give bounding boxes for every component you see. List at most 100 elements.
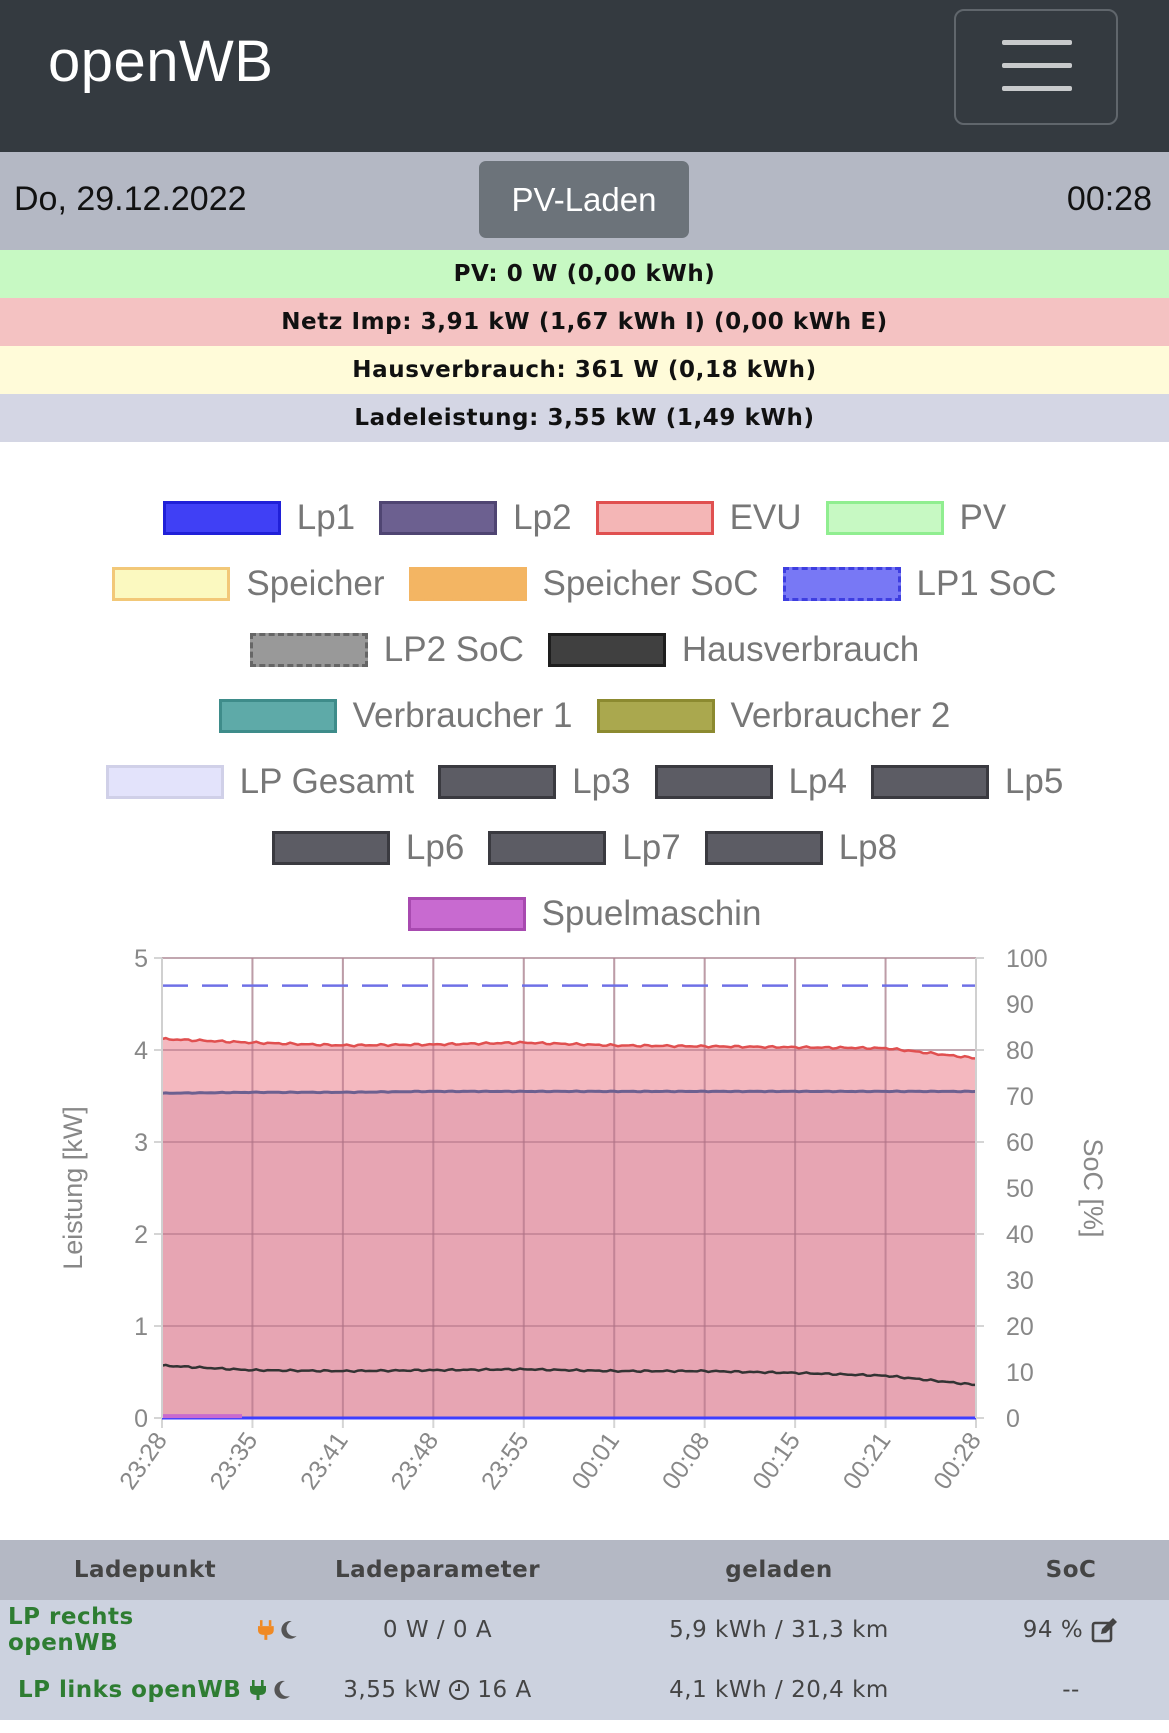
y2-tick-label: 80 [1006,1037,1034,1065]
legend-label: Spuelmaschin [541,894,762,933]
lp1-area [162,1091,976,1418]
legend-label: Lp4 [788,762,847,801]
legend-item-lp6[interactable]: Lp6 [271,828,465,868]
y-tick-label: 2 [134,1221,148,1249]
charged-energy: 5,9 kWh / 31,3 km [669,1617,889,1643]
legend-label: Lp8 [838,828,898,867]
legend-item-lp2[interactable]: Lp2 [379,498,572,538]
legend-label: EVU [729,498,802,537]
moon-icon [274,1680,291,1699]
legend-swatch [218,699,337,733]
moon-icon [281,1621,297,1639]
y2-tick-label: 40 [1006,1221,1034,1249]
grid-info-row: Netz Imp: 3,91 kW (1,67 kWh I) (0,00 kWh… [0,298,1169,346]
y2-tick-label: 60 [1006,1129,1034,1157]
legend-swatch [408,567,527,601]
menu-toggle-button[interactable] [954,9,1118,125]
legend-item-hausverbrauch[interactable]: Hausverbrauch [547,630,920,670]
y-axis-label: Leistung [kW] [58,1106,88,1270]
legend-item-lp4[interactable]: Lp4 [654,762,847,802]
plug-icon [257,1620,274,1640]
legend-item-lp1-soc[interactable]: LP1 SoC [782,564,1057,604]
legend-swatch [595,501,714,535]
legend-swatch [782,567,901,601]
x-tick-label: 00:15 [747,1427,806,1494]
legend-item-lp8[interactable]: Lp8 [704,828,898,868]
legend-swatch [704,831,823,865]
legend-swatch [825,501,944,535]
app-brand[interactable]: openWB [48,29,274,94]
column-header-ladepunkt: Ladepunkt [73,1557,217,1583]
legend-swatch [162,501,281,535]
legend-label: Speicher SoC [542,564,759,603]
legend-item-speicher-soc[interactable]: Speicher SoC [408,564,759,604]
legend-item-lp1[interactable]: Lp1 [162,498,356,538]
legend-swatch [654,765,773,799]
navbar: openWB [0,0,1169,152]
chart-areas [161,957,977,1419]
charge-mode-button[interactable]: PV-Laden [479,161,689,238]
y2-tick-label: 100 [1006,945,1048,973]
legend-swatch [488,831,607,865]
charge-power: 3,55 kW [343,1677,442,1703]
legend-swatch [271,831,390,865]
y2-tick-label: 70 [1006,1083,1034,1111]
x-tick-label: 00:21 [838,1427,897,1494]
series-line-hausverbrauch [161,1363,976,1387]
legend-label: Lp5 [1004,762,1064,801]
legend-label: Hausverbrauch [681,630,920,669]
x-tick-label: 00:01 [566,1427,625,1494]
current-date: Do, 29.12.2022 [14,180,247,218]
legend-item-lp-gesamt[interactable]: LP Gesamt [105,762,414,802]
legend-item-verbraucher2[interactable]: Verbraucher 2 [596,696,951,736]
plug-icon [250,1680,267,1700]
legend-swatch [112,567,231,601]
legend-item-spuelmaschine[interactable]: Spuelmaschin [407,894,762,934]
x-tick-label: 00:28 [928,1427,987,1494]
legend-swatch [438,765,557,799]
y2-tick-label: 90 [1006,991,1034,1019]
legend-swatch [596,699,715,733]
legend-label: Lp7 [622,828,681,867]
current-time: 00:28 [1066,180,1152,218]
x-tick-label: 00:08 [657,1427,716,1494]
legend-item-lp5[interactable]: Lp5 [870,762,1064,802]
charging-power-row: Ladeleistung: 3,55 kW (1,49 kWh) [0,394,1169,442]
legend-item-lp3[interactable]: Lp3 [438,762,631,802]
charged-energy: 4,1 kWh / 20,4 km [669,1677,889,1703]
charge-point-name[interactable]: LP links openWB [18,1660,298,1720]
legend-label: Lp3 [572,762,631,801]
y-tick-label: 4 [134,1037,148,1065]
x-tick-label: 23:55 [476,1427,535,1494]
y-tick-label: 0 [134,1405,148,1433]
legend-label: Lp2 [513,498,572,537]
column-header-soc: SoC [1045,1557,1097,1583]
soc-value[interactable]: 94 % [973,1600,1169,1660]
legend-item-lp7[interactable]: Lp7 [488,828,681,868]
legend-item-evu[interactable]: EVU [595,498,802,538]
house-consumption-row: Hausverbrauch: 361 W (0,18 kWh) [0,346,1169,394]
soc-value: -- [1062,1677,1080,1703]
charge-point-name[interactable]: LP rechts openWB [8,1600,298,1660]
legend-item-lp2-soc[interactable]: LP2 SoC [249,630,524,670]
column-header-geladen: geladen [725,1557,833,1583]
legend-label: Lp1 [296,498,356,537]
legend-swatch [105,765,224,799]
charge-parameters: 0 W / 0 A [382,1617,493,1643]
column-header-ladeparameter: Ladeparameter [334,1557,541,1583]
y-tick-label: 5 [134,945,148,973]
series-line-lp1 [161,1089,977,1095]
table-row: LP links openWB 3,55 kW 16 A 4,1 kWh / 2… [0,1660,1169,1720]
legend-item-pv[interactable]: PV [825,498,1007,538]
x-tick-label: 23:28 [114,1427,173,1494]
legend-label: Verbraucher 1 [352,696,573,735]
legend-label: LP1 SoC [916,564,1057,603]
legend-label: Lp6 [405,828,465,867]
legend-item-speicher[interactable]: Speicher [112,564,385,604]
edit-icon[interactable] [1091,1617,1119,1643]
legend-label: PV [959,498,1007,537]
legend-item-verbraucher1[interactable]: Verbraucher 1 [218,696,573,736]
x-tick-label: 23:35 [205,1427,264,1494]
legend-label: Verbraucher 2 [730,696,951,735]
